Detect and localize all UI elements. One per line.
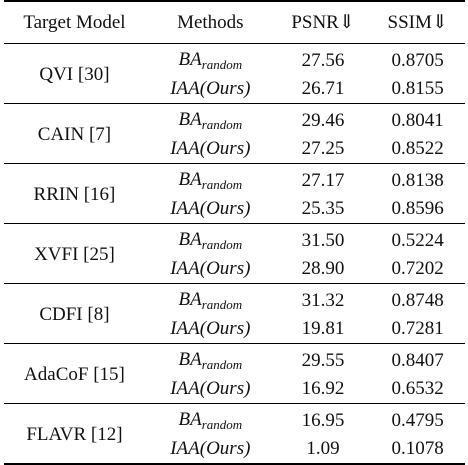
method-cell-random: BArandom bbox=[145, 404, 276, 436]
method-cell-random: BArandom bbox=[145, 344, 276, 376]
ssim-cell: 0.8138 bbox=[391, 170, 444, 191]
ssim-cell: 0.8596 bbox=[391, 198, 444, 219]
ssim-cell: 0.4795 bbox=[391, 410, 444, 431]
method-cell-random: BArandom bbox=[145, 44, 276, 76]
header-ssim: SSIM⇓ bbox=[387, 12, 448, 33]
target-model-cell: AdaCoF [15] bbox=[24, 364, 125, 385]
method-random-subscript: random bbox=[201, 57, 243, 72]
ssim-cell: 0.8748 bbox=[391, 290, 444, 311]
psnr-cell: 25.35 bbox=[301, 198, 345, 219]
table-body: QVI [30] BArandom 27.56 0.8705 IAA(Ours) 26.7… bbox=[4, 44, 465, 464]
table-row: IAA(Ours) 26.71 0.8155 bbox=[4, 75, 465, 104]
psnr-cell: 29.55 bbox=[301, 350, 345, 371]
ssim-cell: 0.8407 bbox=[391, 350, 444, 371]
header-psnr: PSNR⇓ bbox=[291, 12, 355, 33]
table-row: AdaCoF [15] BArandom 29.55 0.8407 bbox=[4, 344, 465, 385]
psnr-cell: 27.25 bbox=[301, 138, 345, 159]
method-random-subscript: random bbox=[201, 117, 243, 132]
ssim-cell: 0.8041 bbox=[391, 110, 444, 131]
psnr-cell: 28.90 bbox=[301, 258, 345, 279]
psnr-cell: 26.71 bbox=[301, 78, 345, 99]
table-header: Target Model Methods PSNR⇓ SSIM⇓ bbox=[4, 1, 465, 44]
method-cell-ours: IAA(Ours) bbox=[170, 258, 251, 279]
results-table: Target Model Methods PSNR⇓ SSIM⇓ QVI [30… bbox=[4, 0, 465, 465]
ssim-cell: 0.1078 bbox=[391, 438, 444, 459]
method-random-main: BA bbox=[178, 289, 202, 310]
table-row: IAA(Ours) 28.90 0.7202 bbox=[4, 255, 465, 284]
method-random-main: BA bbox=[178, 49, 202, 70]
table-row: QVI [30] BArandom 27.56 0.8705 bbox=[4, 44, 465, 85]
method-cell-ours: IAA(Ours) bbox=[170, 438, 251, 459]
method-cell-ours: IAA(Ours) bbox=[170, 318, 251, 339]
target-model-cell: CDFI [8] bbox=[39, 304, 110, 325]
method-cell-ours: IAA(Ours) bbox=[170, 198, 251, 219]
psnr-cell: 16.92 bbox=[301, 378, 345, 399]
ssim-cell: 0.6532 bbox=[391, 378, 444, 399]
method-cell-ours: IAA(Ours) bbox=[170, 378, 251, 399]
table-row: CDFI [8] BArandom 31.32 0.8748 bbox=[4, 284, 465, 325]
ssim-cell: 0.8155 bbox=[391, 78, 444, 99]
method-cell-random: BArandom bbox=[145, 224, 276, 256]
method-random-subscript: random bbox=[201, 417, 243, 432]
table-row: RRIN [16] BArandom 27.17 0.8138 bbox=[4, 164, 465, 205]
target-model-cell: FLAVR [12] bbox=[26, 424, 123, 445]
ssim-cell: 0.7202 bbox=[391, 258, 444, 279]
method-random-subscript: random bbox=[201, 237, 243, 252]
target-model-cell: RRIN [16] bbox=[33, 184, 116, 205]
table-row: CAIN [7] BArandom 29.46 0.8041 bbox=[4, 104, 465, 145]
method-random-main: BA bbox=[178, 349, 202, 370]
method-random-subscript: random bbox=[201, 297, 243, 312]
method-cell-random: BArandom bbox=[145, 104, 276, 136]
method-random-subscript: random bbox=[201, 177, 243, 192]
ssim-cell: 0.8705 bbox=[391, 50, 444, 71]
ssim-cell: 0.5224 bbox=[391, 230, 444, 251]
method-random-main: BA bbox=[178, 109, 202, 130]
table-row: FLAVR [12] BArandom 16.95 0.4795 bbox=[4, 404, 465, 445]
table-row: IAA(Ours) 27.25 0.8522 bbox=[4, 135, 465, 164]
method-cell-random: BArandom bbox=[145, 164, 276, 196]
psnr-cell: 31.50 bbox=[301, 230, 345, 251]
header-target-model: Target Model bbox=[23, 11, 126, 33]
ssim-cell: 0.7281 bbox=[391, 318, 444, 339]
psnr-cell: 31.32 bbox=[301, 290, 345, 311]
psnr-cell: 19.81 bbox=[301, 318, 345, 339]
method-random-main: BA bbox=[178, 409, 202, 430]
method-random-main: BA bbox=[178, 169, 202, 190]
psnr-cell: 29.46 bbox=[301, 110, 345, 131]
method-cell-random: BArandom bbox=[145, 284, 276, 316]
target-model-cell: QVI [30] bbox=[39, 64, 110, 85]
table-row: IAA(Ours) 16.92 0.6532 bbox=[4, 375, 465, 404]
ssim-cell: 0.8522 bbox=[391, 138, 444, 159]
target-model-cell: XVFI [25] bbox=[34, 244, 115, 265]
target-model-cell: CAIN [7] bbox=[37, 124, 112, 145]
psnr-cell: 27.56 bbox=[301, 50, 345, 71]
method-cell-ours: IAA(Ours) bbox=[170, 78, 251, 99]
header-methods: Methods bbox=[177, 11, 244, 33]
psnr-cell: 27.17 bbox=[301, 170, 345, 191]
header-row: Target Model Methods PSNR⇓ SSIM⇓ bbox=[4, 1, 465, 44]
table-row: IAA(Ours) 25.35 0.8596 bbox=[4, 195, 465, 224]
table-row: IAA(Ours) 19.81 0.7281 bbox=[4, 315, 465, 344]
psnr-cell: 1.09 bbox=[306, 438, 340, 459]
psnr-cell: 16.95 bbox=[301, 410, 345, 431]
method-cell-ours: IAA(Ours) bbox=[170, 138, 251, 159]
table-row: XVFI [25] BArandom 31.50 0.5224 bbox=[4, 224, 465, 265]
method-random-main: BA bbox=[178, 229, 202, 250]
method-random-subscript: random bbox=[201, 357, 243, 372]
